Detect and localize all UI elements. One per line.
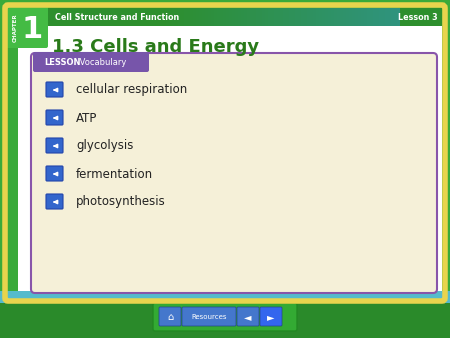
Bar [307,8,310,26]
FancyBboxPatch shape [260,307,282,326]
Bar [190,8,193,26]
Bar [205,8,208,26]
Bar [265,8,268,26]
Bar [313,8,316,26]
Bar [217,8,220,26]
FancyBboxPatch shape [46,166,63,181]
Bar [325,8,328,26]
Bar [367,8,370,26]
Bar [385,8,388,26]
Bar [256,8,259,26]
Bar [226,8,229,26]
Bar [319,8,322,26]
Bar [346,8,349,26]
Bar [379,8,382,26]
FancyBboxPatch shape [182,307,236,326]
Bar [340,8,343,26]
Bar [343,8,346,26]
Text: photosynthesis: photosynthesis [76,195,166,209]
Bar [232,8,235,26]
Bar [304,8,307,26]
Bar [274,8,277,26]
Bar [388,8,391,26]
FancyBboxPatch shape [46,194,63,209]
Bar [277,8,280,26]
Text: Resources: Resources [191,314,227,320]
Bar [223,8,226,26]
FancyBboxPatch shape [46,82,63,97]
Bar [238,8,241,26]
Text: ◄: ◄ [244,312,252,322]
Bar [355,8,358,26]
Bar [229,8,232,26]
Bar [200,8,442,26]
Bar [160,8,163,26]
Bar [292,8,295,26]
Text: cellular respiration: cellular respiration [76,83,187,97]
Bar [370,8,373,26]
Text: CHAPTER: CHAPTER [13,14,18,42]
Bar [196,8,199,26]
Bar [397,8,400,26]
Bar [295,8,298,26]
Bar [289,8,292,26]
Bar [361,8,364,26]
Text: Vocabulary: Vocabulary [77,58,126,67]
Text: 1.3 Cells and Energy: 1.3 Cells and Energy [52,38,259,56]
Text: 1: 1 [22,15,43,44]
Bar [175,8,178,26]
Bar [184,8,187,26]
Bar [202,8,205,26]
Bar [331,8,334,26]
Bar [364,8,367,26]
Text: fermentation: fermentation [76,168,153,180]
Bar [391,8,394,26]
Bar [199,8,202,26]
Bar [0,298,450,338]
Text: ►: ► [267,312,275,322]
Bar [181,8,184,26]
Bar [349,8,352,26]
Bar [310,8,313,26]
FancyBboxPatch shape [6,6,48,48]
Bar [235,8,238,26]
Bar [0,295,450,338]
Text: ⌂: ⌂ [167,312,173,322]
Bar [0,291,450,303]
FancyBboxPatch shape [33,52,149,72]
Bar [208,8,211,26]
Bar [8,8,442,26]
Bar [283,8,286,26]
Bar [247,8,250,26]
Text: LESSON: LESSON [44,58,81,67]
Bar [298,8,301,26]
Text: glycolysis: glycolysis [76,140,133,152]
Bar [316,8,319,26]
FancyBboxPatch shape [237,307,259,326]
Bar [376,8,379,26]
Bar [328,8,331,26]
Bar [334,8,337,26]
Bar [322,8,325,26]
Bar [169,8,172,26]
Bar [214,8,217,26]
FancyBboxPatch shape [153,303,297,331]
Bar [193,8,196,26]
Bar [280,8,283,26]
Text: ATP: ATP [76,112,97,124]
FancyBboxPatch shape [159,307,181,326]
FancyBboxPatch shape [31,53,437,293]
Text: Lesson 3: Lesson 3 [398,13,438,22]
Bar [220,8,223,26]
Bar [244,8,247,26]
FancyBboxPatch shape [46,138,63,153]
Bar [259,8,262,26]
Bar [358,8,361,26]
FancyBboxPatch shape [46,110,63,125]
Bar [262,8,265,26]
Bar [352,8,355,26]
Bar [382,8,385,26]
Bar [394,8,397,26]
Bar [8,26,18,298]
